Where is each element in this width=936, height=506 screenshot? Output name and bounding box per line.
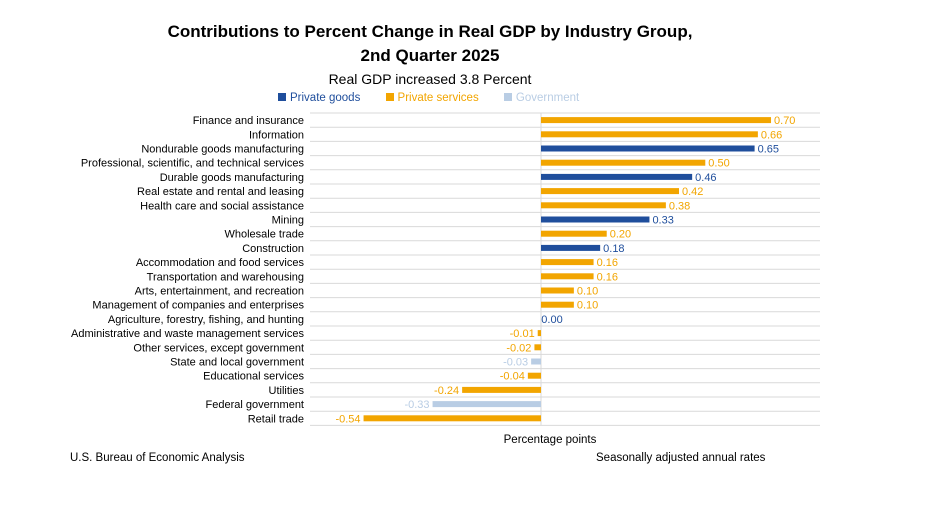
category-label-mining: Mining bbox=[272, 215, 304, 227]
data-label-educational-services: -0.04 bbox=[500, 371, 525, 383]
bar-state-and-local-government bbox=[531, 358, 541, 365]
category-label-retail-trade: Retail trade bbox=[248, 413, 304, 425]
category-label-durable-goods-manufacturing: Durable goods manufacturing bbox=[160, 172, 304, 184]
data-label-durable-goods-manufacturing: 0.46 bbox=[695, 172, 716, 184]
bar-durable-goods-manufacturing bbox=[541, 173, 693, 180]
bar-arts-entertainment-and-recreation bbox=[541, 287, 574, 294]
legend-swatch-private-goods bbox=[278, 93, 286, 101]
bar-other-services-except-government bbox=[534, 344, 541, 351]
source-note: U.S. Bureau of Economic Analysis bbox=[70, 452, 245, 464]
chart-title-line-1: Contributions to Percent Change in Real … bbox=[167, 22, 693, 41]
bar-utilities bbox=[462, 386, 541, 393]
data-label-management-of-companies-and-enterprises: 0.10 bbox=[577, 300, 598, 312]
data-label-other-services-except-government: -0.02 bbox=[506, 342, 531, 354]
category-label-management-of-companies-and-enterprises: Management of companies and enterprises bbox=[92, 300, 304, 312]
category-label-real-estate-and-rental-and-leasing: Real estate and rental and leasing bbox=[137, 186, 304, 198]
bar-nondurable-goods-manufacturing bbox=[541, 145, 755, 152]
bar-finance-and-insurance bbox=[541, 117, 772, 124]
x-axis-label: Percentage points bbox=[503, 434, 597, 446]
category-label-educational-services: Educational services bbox=[203, 371, 304, 383]
category-label-finance-and-insurance: Finance and insurance bbox=[193, 115, 304, 127]
bar-retail-trade bbox=[363, 415, 541, 422]
data-label-construction: 0.18 bbox=[603, 243, 624, 255]
bar-mining bbox=[541, 216, 650, 223]
category-label-information: Information bbox=[249, 129, 304, 141]
data-label-agriculture-forestry-fishing-and-hunting: 0.00 bbox=[541, 314, 562, 326]
data-label-state-and-local-government: -0.03 bbox=[503, 357, 528, 369]
category-label-construction: Construction bbox=[242, 243, 304, 255]
data-label-utilities: -0.24 bbox=[434, 385, 459, 397]
bar-professional-scientific-and-technical-services bbox=[541, 159, 706, 166]
data-label-professional-scientific-and-technical-services: 0.50 bbox=[708, 158, 729, 170]
legend-label-government: Government bbox=[515, 92, 580, 104]
category-label-federal-government: Federal government bbox=[206, 399, 304, 411]
chart-subtitle: Real GDP increased 3.8 Percent bbox=[328, 71, 532, 87]
bar-wholesale-trade bbox=[541, 230, 607, 237]
legend-label-private-services: Private services bbox=[397, 92, 479, 104]
data-label-nondurable-goods-manufacturing: 0.65 bbox=[758, 144, 779, 156]
data-label-administrative-and-waste-management-services: -0.01 bbox=[510, 328, 535, 340]
data-label-accommodation-and-food-services: 0.16 bbox=[597, 257, 618, 269]
bar-educational-services bbox=[527, 372, 541, 379]
category-label-wholesale-trade: Wholesale trade bbox=[225, 229, 305, 241]
legend-label-private-goods: Private goods bbox=[290, 92, 361, 104]
data-label-real-estate-and-rental-and-leasing: 0.42 bbox=[682, 186, 703, 198]
bar-transportation-and-warehousing bbox=[541, 273, 594, 280]
category-label-state-and-local-government: State and local government bbox=[170, 357, 304, 369]
legend-swatch-government bbox=[503, 93, 512, 101]
bar-management-of-companies-and-enterprises bbox=[541, 301, 574, 308]
data-label-health-care-and-social-assistance: 0.38 bbox=[669, 200, 690, 212]
data-label-federal-government: -0.33 bbox=[404, 399, 429, 411]
category-label-agriculture-forestry-fishing-and-hunting: Agriculture, forestry, fishing, and hunt… bbox=[108, 314, 304, 326]
category-label-arts-entertainment-and-recreation: Arts, entertainment, and recreation bbox=[135, 286, 304, 298]
bar-construction bbox=[541, 244, 601, 251]
legend-item-government: Government bbox=[503, 92, 580, 104]
chart-legend: Private goods Private services Governmen… bbox=[278, 92, 601, 104]
category-label-accommodation-and-food-services: Accommodation and food services bbox=[136, 257, 305, 269]
category-label-professional-scientific-and-technical-services: Professional, scientific, and technical … bbox=[81, 158, 305, 170]
data-label-mining: 0.33 bbox=[652, 215, 673, 227]
bar-information bbox=[541, 131, 758, 138]
data-label-retail-trade: -0.54 bbox=[335, 413, 360, 425]
category-label-nondurable-goods-manufacturing: Nondurable goods manufacturing bbox=[141, 144, 304, 156]
legend-item-private-services: Private services bbox=[385, 92, 479, 104]
data-label-transportation-and-warehousing: 0.16 bbox=[597, 271, 618, 283]
rates-note: Seasonally adjusted annual rates bbox=[596, 452, 766, 464]
category-label-transportation-and-warehousing: Transportation and warehousing bbox=[147, 271, 304, 283]
category-label-health-care-and-social-assistance: Health care and social assistance bbox=[140, 200, 304, 212]
data-label-information: 0.66 bbox=[761, 129, 782, 141]
category-label-other-services-except-government: Other services, except government bbox=[133, 342, 304, 354]
legend-item-private-goods: Private goods bbox=[278, 92, 360, 104]
bar-accommodation-and-food-services bbox=[541, 259, 594, 266]
data-label-finance-and-insurance: 0.70 bbox=[774, 115, 795, 127]
category-label-utilities: Utilities bbox=[269, 385, 305, 397]
bar-administrative-and-waste-management-services bbox=[537, 330, 541, 337]
data-label-arts-entertainment-and-recreation: 0.10 bbox=[577, 286, 598, 298]
bar-health-care-and-social-assistance bbox=[541, 202, 666, 209]
legend-swatch-private-services bbox=[385, 93, 394, 101]
category-label-administrative-and-waste-management-services: Administrative and waste management serv… bbox=[71, 328, 304, 340]
data-label-wholesale-trade: 0.20 bbox=[610, 229, 631, 241]
bar-federal-government bbox=[432, 401, 541, 408]
bar-real-estate-and-rental-and-leasing bbox=[541, 188, 680, 195]
chart-title-line-2: 2nd Quarter 2025 bbox=[360, 46, 500, 65]
